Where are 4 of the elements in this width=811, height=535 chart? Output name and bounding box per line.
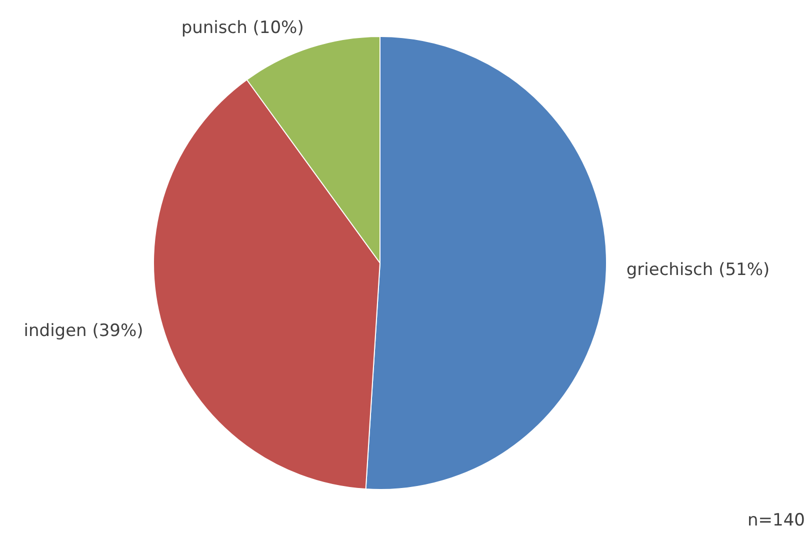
slice-label: griechisch (51%) [626,260,770,280]
text: n=140 [748,510,805,530]
slice-label: indigen (39%) [24,321,144,342]
slice-label: punisch (10%) [181,18,304,38]
